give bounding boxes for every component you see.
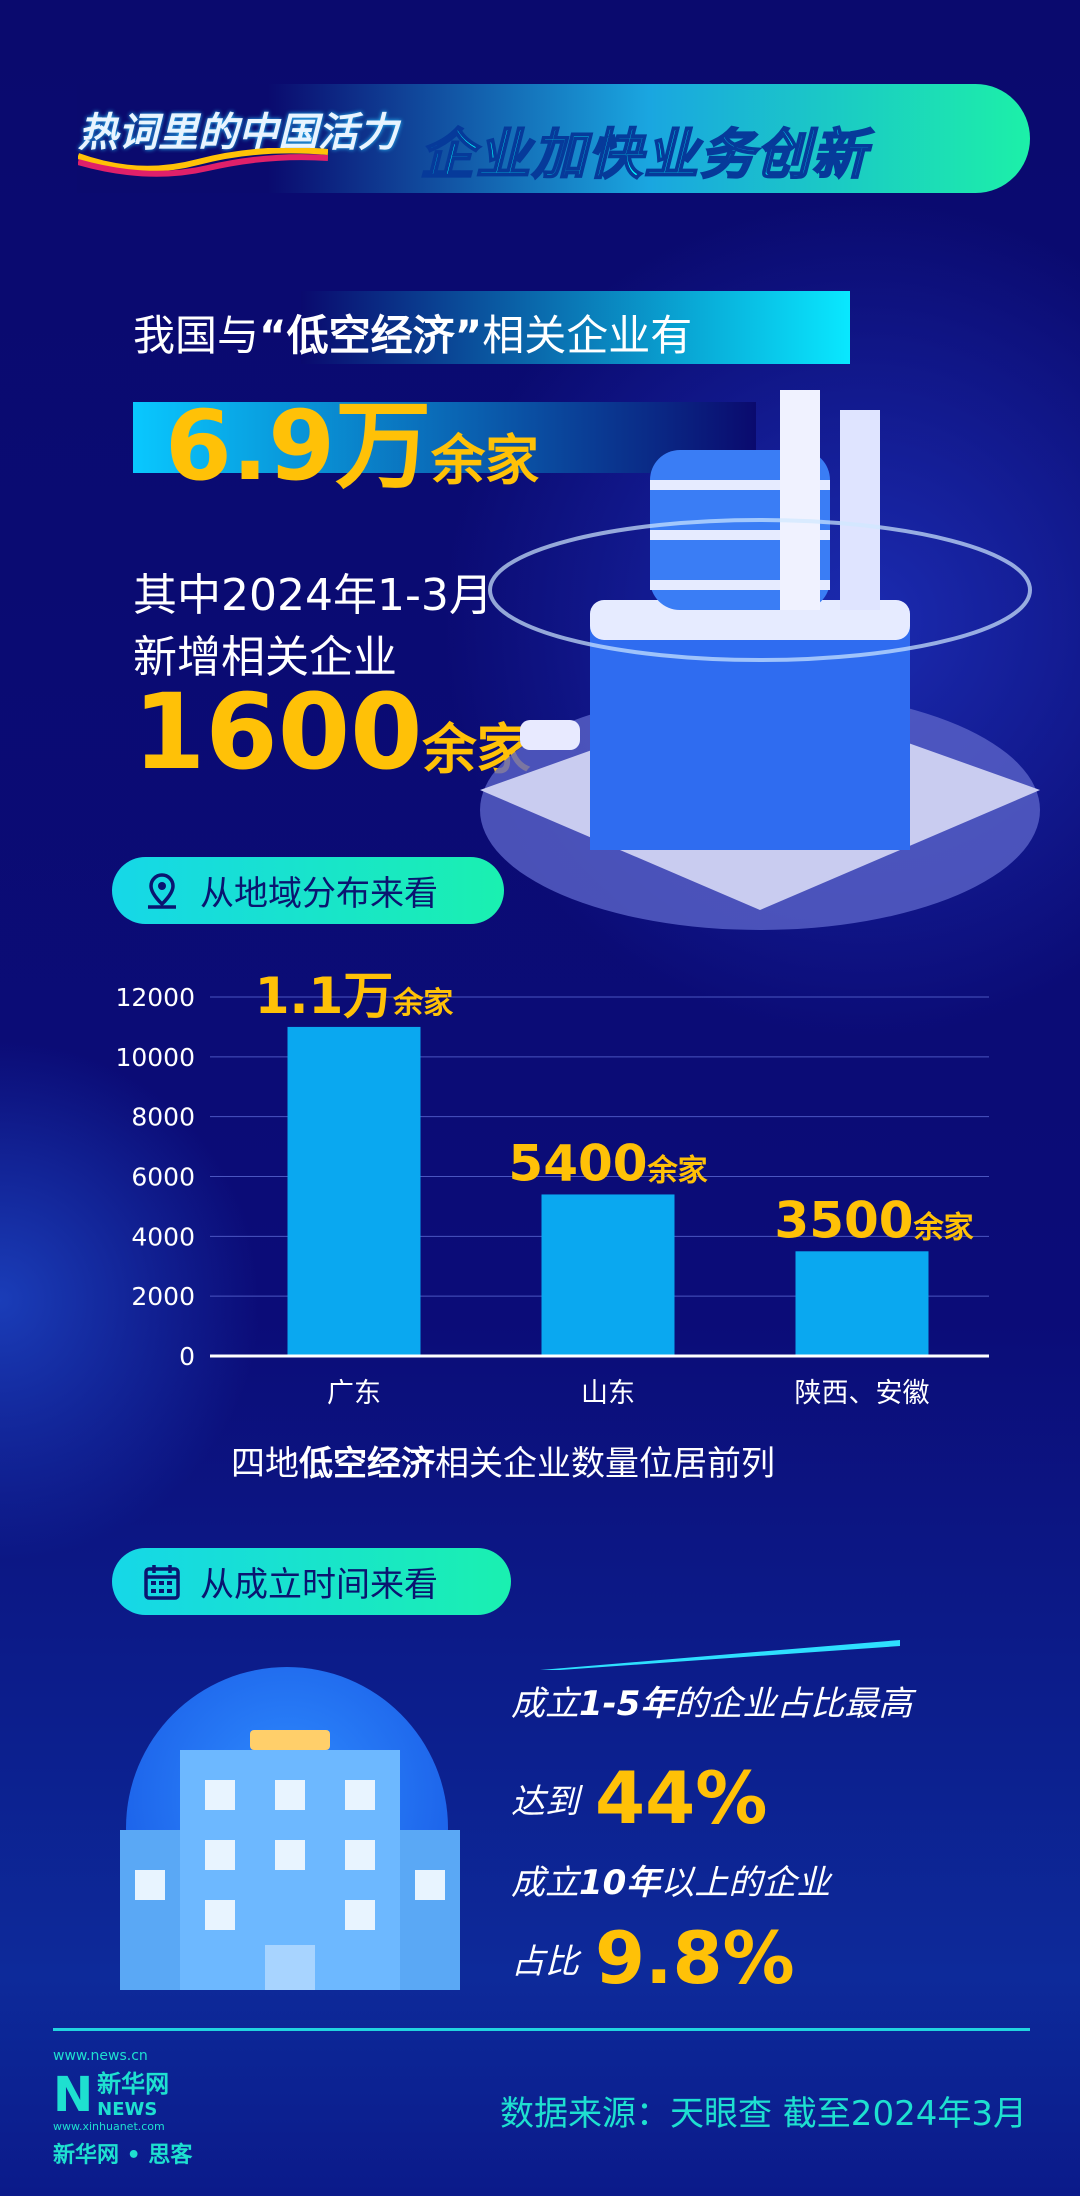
y-tick-label: 10000	[115, 1043, 195, 1072]
intro-line2: 其中2024年1-3月 新增相关企业	[133, 570, 493, 683]
office-building-illustration	[120, 1730, 460, 1990]
stat-9-8-percent: 占比 9.8%	[511, 1916, 795, 2000]
stat-1-5-years: 成立1-5年的企业占比最高	[511, 1684, 913, 1724]
data-source: 数据来源：天眼查 截至2024年3月	[500, 2094, 1027, 2134]
new-count: 1600余家	[133, 671, 531, 793]
calendar-icon	[144, 1564, 180, 1600]
chart-caption: 四地低空经济相关企业数量位居前列	[231, 1444, 775, 1484]
y-tick-label: 2000	[131, 1282, 195, 1311]
data-label: 5400余家	[508, 1134, 707, 1192]
section-label: 从成立时间来看	[200, 1565, 438, 1605]
decorative-streak	[540, 1640, 900, 1670]
location-pin-icon	[148, 872, 176, 909]
category-label: 山东	[581, 1378, 635, 1409]
total-count: 6.9万余家	[165, 390, 540, 502]
building-illustration	[480, 390, 1040, 930]
bar	[541, 1194, 675, 1356]
bar	[795, 1251, 929, 1356]
data-label: 1.1万余家	[255, 967, 454, 1025]
page-title: 企业加快业务创新	[419, 122, 868, 187]
y-tick-label: 6000	[131, 1163, 195, 1192]
data-label: 3500余家	[774, 1191, 973, 1249]
section-label: 从地域分布来看	[200, 874, 438, 914]
stat-10-years: 成立10年以上的企业	[511, 1863, 831, 1903]
y-tick-label: 0	[179, 1342, 195, 1371]
stat-44-percent: 达到 44%	[511, 1756, 768, 1840]
category-label: 广东	[327, 1378, 381, 1409]
y-tick-label: 12000	[115, 983, 195, 1012]
y-tick-label: 8000	[131, 1103, 195, 1132]
section-heading-time: 从成立时间来看	[112, 1548, 511, 1615]
highlight-bar	[133, 402, 756, 473]
highlight-bar	[301, 291, 850, 364]
section-heading-region: 从地域分布来看	[112, 857, 504, 924]
series-logo: 热词里的中国活力	[78, 110, 398, 156]
header-banner	[77, 84, 1030, 193]
intro-line1: 我国与“低空经济”相关企业有	[133, 311, 693, 360]
category-label: 陕西、安徽	[795, 1378, 930, 1409]
bar	[287, 1026, 421, 1356]
xinhua-logo: www.news.cn N 新华网 NEWS www.xinhuanet.com 新…	[53, 2048, 193, 2168]
footer-divider	[53, 2028, 1030, 2031]
y-tick-label: 4000	[131, 1222, 195, 1251]
logo-ribbon-icon	[78, 148, 328, 177]
